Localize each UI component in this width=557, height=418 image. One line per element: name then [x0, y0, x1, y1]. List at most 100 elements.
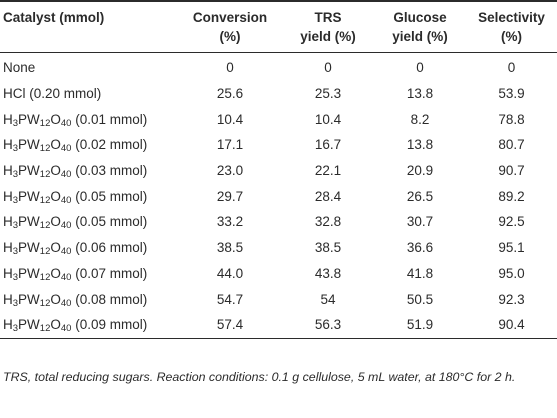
table-header: Catalyst (mmol) Conversion (%) TRS yield (… — [0, 0, 557, 53]
header-glucose-yield: Glucose yield (%) — [374, 0, 466, 53]
catalyst-h-sub: 3 — [12, 169, 19, 181]
catalyst-pw: PW — [18, 240, 40, 256]
catalyst-o: O — [50, 188, 61, 204]
catalyst-h-sub: 3 — [12, 143, 19, 155]
cell-conversion: 0 — [226, 60, 234, 76]
cell-conversion: 38.5 — [216, 240, 244, 256]
catalyst-o: O — [50, 265, 61, 281]
table-row: H3PW12O40 (0.03 mmol) 23.0 22.1 20.9 90.… — [0, 158, 557, 184]
catalyst-o: O — [50, 291, 61, 307]
table-row: H3PW12O40 (0.08 mmol) 54.7 54 50.5 92.3 — [0, 286, 557, 312]
header-selectivity-line2: (%) — [501, 29, 522, 44]
cell-catalyst: H3PW12O40 (0.02 mmol) — [0, 132, 178, 158]
cell-conversion: 25.6 — [216, 86, 244, 102]
catalyst-amount: (0.03 mmol) — [71, 163, 148, 179]
catalyst-o: O — [50, 137, 61, 153]
header-selectivity-line1: Selectivity — [478, 10, 545, 25]
cell-catalyst: H3PW12O40 (0.08 mmol) — [0, 286, 178, 312]
catalyst-o-sub: 40 — [60, 323, 72, 335]
header-trs-yield: TRS yield (%) — [282, 0, 374, 53]
header-row: Catalyst (mmol) Conversion (%) TRS yield (… — [0, 0, 557, 53]
catalyst-h: H — [3, 240, 13, 256]
table-row: H3PW12O40 (0.06 mmol) 38.5 38.5 36.6 95.… — [0, 235, 557, 261]
header-conversion-line2: (%) — [219, 29, 241, 44]
catalyst-o-sub: 40 — [60, 143, 72, 155]
cell-selectivity: 92.3 — [498, 291, 525, 307]
cell-conversion: 33.2 — [216, 214, 244, 230]
catalyst-h: H — [3, 111, 13, 127]
catalyst-o-sub: 40 — [60, 169, 72, 181]
cell-trs-yield: 10.4 — [314, 111, 342, 127]
catalyst-pw-sub: 12 — [39, 169, 51, 181]
catalyst-h-sub: 3 — [12, 323, 19, 335]
cell-selectivity: 80.7 — [498, 137, 525, 153]
table-row: H3PW12O40 (0.09 mmol) 57.4 56.3 51.9 90.… — [0, 311, 557, 339]
cell-trs-yield: 38.5 — [314, 240, 342, 256]
cell-glucose-yield: 13.8 — [406, 137, 434, 153]
cell-glucose-yield: 50.5 — [406, 291, 434, 307]
cell-glucose-yield: 41.8 — [406, 265, 434, 281]
catalyst-o: O — [50, 240, 61, 256]
results-table-container: Catalyst (mmol) Conversion (%) TRS yield (… — [0, 0, 557, 339]
cell-glucose-yield: 30.7 — [406, 214, 434, 230]
cell-selectivity: 90.4 — [466, 311, 557, 339]
catalyst-h-sub: 3 — [12, 246, 19, 258]
table-row: H3PW12O40 (0.01 mmol) 10.4 10.4 8.2 78.8 — [0, 106, 557, 132]
cell-glucose-yield: 13.8 — [406, 86, 434, 102]
header-catalyst: Catalyst (mmol) — [0, 0, 178, 53]
cell-selectivity: 95.1 — [498, 240, 525, 256]
table-row: None 0 0 0 0 — [0, 53, 557, 81]
cell-trs-yield: 43.8 — [314, 265, 342, 281]
catalyst-o-sub: 40 — [60, 246, 72, 258]
table-row: H3PW12O40 (0.05 mmol) 33.2 32.8 30.7 92.… — [0, 209, 557, 235]
catalyst-pw: PW — [18, 188, 40, 204]
cell-conversion: 54.7 — [216, 291, 244, 307]
catalyst-h: H — [3, 163, 13, 179]
catalyst-amount: (0.05 mmol) — [71, 188, 148, 204]
catalyst-h-sub: 3 — [12, 194, 19, 206]
table-row: H3PW12O40 (0.07 mmol) 44.0 43.8 41.8 95.… — [0, 261, 557, 287]
catalyst-o: O — [50, 163, 61, 179]
catalyst-amount: (0.05 mmol) — [71, 214, 148, 230]
cell-trs-yield: 54 — [320, 291, 336, 307]
cell-glucose-yield: 8.2 — [410, 111, 430, 127]
cell-trs-yield: 16.7 — [314, 137, 342, 153]
catalyst-h: H — [3, 317, 13, 333]
catalyst-h: H — [3, 188, 13, 204]
header-trs-line2: yield (%) — [300, 29, 356, 44]
cell-conversion: 29.7 — [216, 188, 244, 204]
cell-catalyst: None — [0, 53, 178, 81]
cell-glucose-yield: 20.9 — [406, 163, 434, 179]
catalyst-pw: PW — [18, 214, 40, 230]
cell-glucose-yield: 51.9 — [374, 311, 466, 339]
cell-selectivity: 89.2 — [498, 188, 525, 204]
header-selectivity: Selectivity (%) — [466, 0, 557, 53]
catalyst-pw-sub: 12 — [39, 323, 51, 335]
cell-conversion: 10.4 — [216, 111, 244, 127]
catalyst-h-sub: 3 — [12, 117, 19, 129]
catalyst-label: None — [3, 60, 36, 76]
cell-catalyst: HCl (0.20 mmol) — [0, 81, 178, 107]
cell-selectivity: 0 — [507, 60, 516, 76]
catalyst-h: H — [3, 137, 13, 153]
table-footnote: TRS, total reducing sugars. Reaction con… — [3, 370, 516, 384]
table-row: H3PW12O40 (0.02 mmol) 17.1 16.7 13.8 80.… — [0, 132, 557, 158]
header-conversion-line1: Conversion — [192, 10, 268, 25]
catalyst-pw-sub: 12 — [39, 297, 51, 309]
catalyst-pw: PW — [18, 137, 40, 153]
cell-catalyst: H3PW12O40 (0.03 mmol) — [0, 158, 178, 184]
catalyst-amount: (0.07 mmol) — [71, 265, 148, 281]
cell-selectivity: 53.9 — [498, 86, 525, 102]
cell-trs-yield: 32.8 — [314, 214, 342, 230]
header-glucose-line2: yield (%) — [392, 29, 448, 44]
cell-glucose-yield: 0 — [416, 60, 424, 76]
cell-catalyst: H3PW12O40 (0.01 mmol) — [0, 106, 178, 132]
catalyst-pw: PW — [18, 111, 40, 127]
catalyst-o-sub: 40 — [60, 117, 72, 129]
catalyst-pw-sub: 12 — [39, 117, 51, 129]
catalyst-h-sub: 3 — [12, 271, 19, 283]
cell-glucose-yield: 36.6 — [406, 240, 434, 256]
cell-selectivity: 92.5 — [498, 214, 525, 230]
results-table: Catalyst (mmol) Conversion (%) TRS yield (… — [0, 0, 557, 339]
catalyst-o: O — [50, 111, 61, 127]
